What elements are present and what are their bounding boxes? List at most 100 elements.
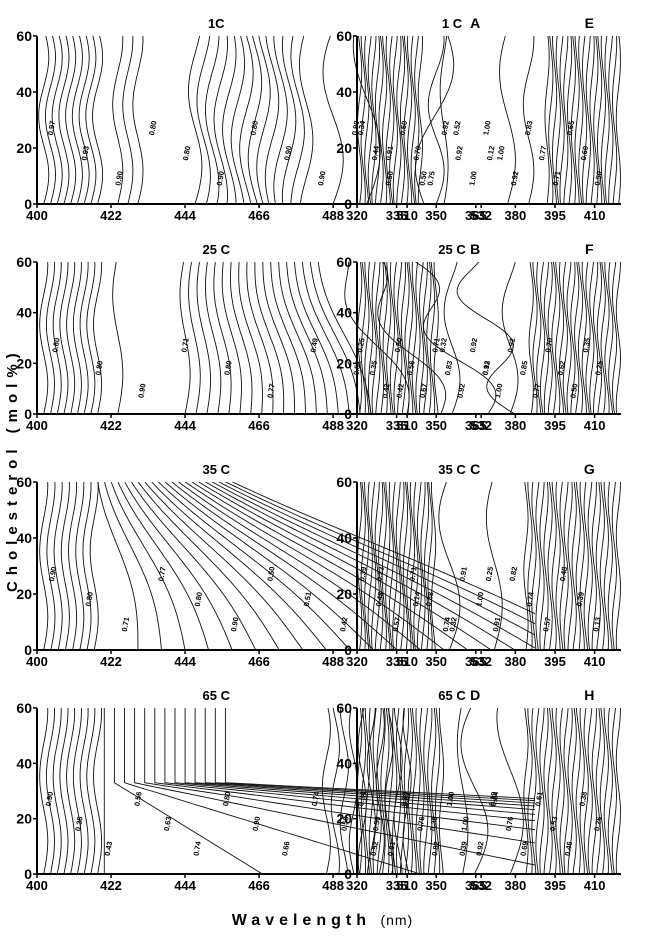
contour-line xyxy=(615,262,621,414)
contour-line xyxy=(395,482,401,650)
contour-label: 0.14 xyxy=(411,590,423,607)
y-tick-label: 20 xyxy=(16,586,32,602)
contour-label: 0.77 xyxy=(265,383,276,399)
contour-line xyxy=(604,36,610,204)
contour-label: 0.80 xyxy=(222,360,233,376)
x-tick-label: 488 xyxy=(322,418,344,433)
contour-label: 0.74 xyxy=(191,840,203,857)
x-tick-label: 466 xyxy=(248,208,270,223)
y-tick-label: 20 xyxy=(16,140,32,156)
contour-line xyxy=(600,36,606,204)
contour-line xyxy=(317,262,372,414)
x-tick-label: 510 xyxy=(396,654,418,669)
contour-label: 0.39 xyxy=(575,591,586,607)
contour-label: 1.00 xyxy=(493,383,504,399)
contour-line xyxy=(397,262,403,414)
contour-line xyxy=(60,482,70,650)
contour-label: 0.92 xyxy=(468,337,479,353)
contour-line xyxy=(97,482,139,650)
contour-line xyxy=(563,708,569,874)
contour-line xyxy=(559,36,565,204)
contour-line xyxy=(86,262,96,414)
contour-label: 0.69 xyxy=(519,841,530,857)
contour-line xyxy=(439,36,449,204)
contour-line xyxy=(608,262,614,414)
contour-label: 0.71 xyxy=(551,170,562,186)
contour-line xyxy=(438,482,461,650)
contour-line xyxy=(273,36,288,204)
contour-label: 0.56 xyxy=(132,791,143,807)
contour-label: 0.50 xyxy=(593,170,604,186)
contour-line xyxy=(124,482,233,650)
x-tick-label: 444 xyxy=(174,418,196,433)
contour-line xyxy=(59,708,69,874)
contour-line xyxy=(66,262,76,414)
x-tick-label: 410 xyxy=(584,208,606,223)
contour-line xyxy=(499,36,516,204)
y-tick-label: 60 xyxy=(16,254,32,270)
contour-line xyxy=(423,708,429,874)
contour-label: 0.25 xyxy=(484,566,495,582)
contour-line xyxy=(539,482,545,650)
y-tick-label: 20 xyxy=(16,811,32,827)
contour-label: 1.00 xyxy=(474,591,485,607)
contour-line xyxy=(600,262,606,414)
contour-label: 0.83 xyxy=(523,120,534,136)
contour-label: 0.26 xyxy=(592,816,603,832)
contour-label: 0.60 xyxy=(579,145,590,161)
x-tick-label: 380 xyxy=(505,878,527,893)
y-tick-label: 60 xyxy=(336,254,352,270)
contour-line xyxy=(225,482,535,625)
contour-line xyxy=(85,36,97,204)
contour-line xyxy=(264,36,280,204)
contour-line xyxy=(543,482,549,650)
contour-label: 0.92 xyxy=(509,170,520,186)
contour-line xyxy=(256,36,271,204)
contour-line xyxy=(456,708,469,874)
x-tick-label: 350 xyxy=(425,654,447,669)
contour-line xyxy=(427,36,445,204)
contour-line xyxy=(371,482,377,650)
contour-label: 0.80 xyxy=(50,337,61,353)
contour-line xyxy=(595,708,601,874)
contour-line xyxy=(378,262,385,414)
contour-line xyxy=(144,708,535,844)
contour-line xyxy=(230,36,246,204)
contour-label: 0.50 xyxy=(393,337,404,353)
y-tick-label: 0 xyxy=(24,196,32,212)
contour-line xyxy=(547,482,553,650)
panel-letter: D xyxy=(470,687,480,703)
contour-line xyxy=(372,708,378,874)
contour-label: 0.70 xyxy=(543,337,554,353)
x-tick-label: 510 xyxy=(396,208,418,223)
x-tick-label: 380 xyxy=(505,208,527,223)
contour-label: 0.82 xyxy=(430,841,441,857)
contour-line xyxy=(583,482,589,650)
contour-label: 0.57 xyxy=(391,616,402,632)
contour-label: 0.74 xyxy=(310,790,322,807)
contour-label: 0.91 xyxy=(491,616,502,632)
contour-label: 0.90 xyxy=(44,791,55,807)
contour-label: 0.65 xyxy=(565,120,576,136)
contour-label: 0.62 xyxy=(556,360,567,376)
contour-line xyxy=(566,262,572,414)
contour-line xyxy=(239,36,254,204)
contour-line xyxy=(415,708,421,874)
contour-line xyxy=(522,36,535,204)
contour-line xyxy=(595,482,601,650)
contour-line xyxy=(422,262,428,414)
contour-lines xyxy=(39,708,535,874)
x-tick-label: 380 xyxy=(505,654,527,669)
contour-line xyxy=(579,482,585,650)
contour-label: 0.92 xyxy=(474,841,485,857)
contour-line xyxy=(574,262,580,414)
contour-line xyxy=(364,708,370,874)
contour-line xyxy=(548,36,554,204)
contour-line xyxy=(299,36,314,204)
contour-line xyxy=(559,708,565,874)
x-axis-unit: (nm) xyxy=(380,912,414,928)
contour-label: 0.90 xyxy=(282,145,293,161)
